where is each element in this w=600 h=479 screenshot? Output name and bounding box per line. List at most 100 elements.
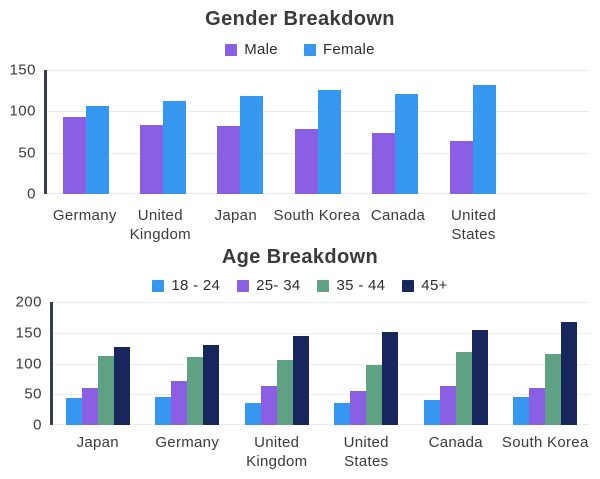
y-tick-label: 100: [9, 102, 36, 120]
bar-group: [124, 70, 201, 194]
gridline: [53, 394, 590, 396]
bar-group: [357, 70, 434, 194]
bar: [203, 345, 220, 425]
x-axis-label: Germany: [155, 434, 220, 451]
x-axis-label: South Korea: [273, 207, 361, 224]
bar: [244, 403, 261, 425]
bar: [529, 388, 546, 425]
y-tick-label: 50: [18, 144, 36, 162]
bar: [260, 386, 277, 425]
bar: [372, 132, 396, 194]
bar: [187, 357, 204, 425]
bar: [292, 336, 309, 425]
bar: [513, 396, 530, 425]
x-axis-label: United Kingdom: [129, 207, 191, 243]
age-breakdown-chart: Age Breakdown 18 - 24 25- 34 35 - 44 45+ 0 5…: [0, 246, 600, 471]
bar-group: [411, 302, 501, 425]
legend-swatch-icon: [317, 279, 330, 292]
bar: [294, 128, 318, 194]
chart-title: Gender Breakdown: [205, 8, 395, 30]
bar: [113, 346, 130, 425]
chart-legend: Male Female: [0, 41, 600, 58]
x-axis-label: Canada: [370, 207, 426, 224]
bar: [65, 397, 82, 425]
y-axis-ticks: 0 50 100 150: [0, 62, 44, 203]
bar: [334, 402, 351, 425]
legend-label: Male: [244, 41, 278, 58]
legend-swatch-icon: [237, 279, 250, 292]
x-axis: Japan Germany United Kingdom United States Can…: [0, 433, 600, 471]
bar: [81, 388, 98, 425]
bar: [455, 352, 472, 425]
bar-group: [501, 302, 591, 425]
bar: [395, 93, 419, 194]
bar-group: [232, 302, 322, 425]
legend-item: 35 - 44: [317, 277, 385, 294]
bar: [163, 100, 187, 194]
legend-label: 45+: [421, 277, 448, 294]
bar: [382, 331, 399, 425]
bar: [561, 322, 578, 425]
gridline: [47, 70, 590, 71]
x-axis-label: Japan: [214, 207, 257, 224]
legend-item: 18 - 24: [152, 277, 220, 294]
bar: [439, 385, 456, 425]
bar-group: [202, 70, 279, 194]
x-axis-label: Germany: [52, 207, 117, 224]
bar: [155, 396, 172, 425]
bar: [97, 355, 114, 425]
plot-area-row: 0 50 100 150: [0, 62, 600, 203]
bar-group: [322, 302, 412, 425]
bar-group: [47, 70, 124, 194]
bar: [471, 330, 488, 425]
bar: [171, 381, 188, 425]
y-axis-ticks: 0 50 100 150 200: [0, 294, 50, 434]
y-tick-label: 200: [15, 293, 42, 311]
x-axis-label: Canada: [428, 434, 483, 451]
bar-group: [53, 302, 143, 425]
legend-swatch-icon: [303, 43, 316, 56]
legend-swatch-icon: [225, 43, 238, 56]
bar: [350, 390, 367, 425]
gridline: [53, 363, 590, 365]
x-axis-label: United States: [343, 434, 389, 470]
legend-item: 25- 34: [237, 277, 300, 294]
bar-group: [143, 302, 233, 425]
x-axis-label: United Kingdom: [246, 434, 308, 470]
bars-region: [47, 70, 511, 194]
x-axis-labels: Germany United Kingdom Japan South Korea Cana…: [47, 206, 511, 244]
bar: [85, 106, 109, 194]
legend-swatch-icon: [402, 279, 415, 292]
legend-label: 18 - 24: [171, 277, 221, 294]
y-tick-label: 150: [15, 324, 42, 342]
legend-item: Male: [225, 41, 278, 58]
bar: [62, 117, 86, 194]
x-axis-label: United States: [450, 207, 497, 243]
bar: [366, 364, 383, 425]
plot-area-row: 0 50 100 150 200: [0, 294, 600, 434]
legend-item: Female: [303, 41, 375, 58]
bar: [140, 124, 164, 194]
legend-item: 45+: [402, 277, 447, 294]
gridline: [53, 302, 590, 303]
gridline: [53, 424, 590, 425]
y-tick-label: 50: [24, 385, 42, 403]
legend-label: 35 - 44: [336, 277, 386, 294]
x-axis-label: South Korea: [501, 434, 589, 451]
legend-label: 25- 34: [256, 277, 301, 294]
y-tick-label: 0: [27, 185, 36, 203]
legend-label: Female: [322, 41, 375, 58]
legend-swatch-icon: [152, 279, 165, 292]
chart-legend: 18 - 24 25- 34 35 - 44 45+: [0, 277, 600, 294]
bar-group: [279, 70, 356, 194]
bars-region: [53, 302, 590, 425]
plot-area: [50, 302, 590, 425]
bar: [276, 359, 293, 425]
bar: [449, 141, 473, 194]
x-axis-labels: Japan Germany United Kingdom United States Can…: [53, 433, 590, 471]
bar: [472, 84, 496, 194]
bar-group: [434, 70, 511, 194]
y-tick-label: 0: [33, 416, 42, 434]
gender-breakdown-chart: Gender Breakdown Male Female 0 50 100 150 Ge…: [0, 8, 600, 244]
